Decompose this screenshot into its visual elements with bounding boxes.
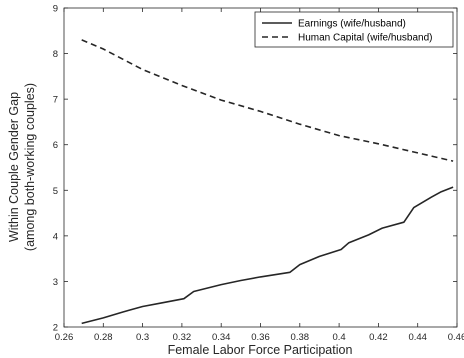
series-layer: [81, 39, 454, 325]
y-tick-label: 4: [53, 231, 58, 242]
x-tick-label: 0.38: [291, 332, 310, 343]
x-tick-label: 0.3: [136, 332, 149, 343]
earnings-series-line: [81, 186, 454, 325]
y-tick-label: 7: [53, 95, 58, 106]
y-tick-label: 2: [53, 323, 58, 334]
legend-box: [254, 11, 454, 48]
x-tick-label: 0.4: [332, 332, 345, 343]
legend: Earnings (wife/husband) Human Capital (w…: [254, 11, 454, 48]
x-tick-label: 0.28: [94, 332, 113, 343]
x-tick-label: 0.46: [448, 332, 464, 343]
legend-label-earnings: Earnings (wife/husband): [298, 19, 406, 30]
x-axis-ticks: 0.26 0.28 0.3 0.32 0.34 0.36 0.38 0.4 0.42 0.44 0.…: [55, 8, 464, 343]
x-tick-label: 0.44: [408, 332, 427, 343]
y-tick-label: 8: [53, 49, 58, 60]
x-tick-label: 0.34: [212, 332, 231, 343]
x-tick-label: 0.26: [55, 332, 74, 343]
plot-area: [63, 7, 458, 328]
y-axis-label-line-2: (among both-working couples): [23, 83, 37, 251]
y-tick-label: 5: [53, 186, 58, 197]
y-axis-label-line-1: Within Couple Gender Gap: [7, 92, 21, 242]
x-axis-label: Female Labor Force Participation: [168, 343, 353, 357]
y-tick-label: 3: [53, 277, 58, 288]
human-capital-series-line: [81, 39, 454, 162]
x-tick-label: 0.42: [369, 332, 388, 343]
y-tick-label: 6: [53, 140, 58, 151]
y-tick-label: 9: [53, 4, 58, 15]
legend-label-human-capital: Human Capital (wife/husband): [298, 33, 433, 44]
y-axis-ticks: 2 3 4 5 6 7 8 9: [53, 4, 457, 334]
x-tick-label: 0.36: [251, 332, 270, 343]
x-tick-label: 0.32: [173, 332, 192, 343]
